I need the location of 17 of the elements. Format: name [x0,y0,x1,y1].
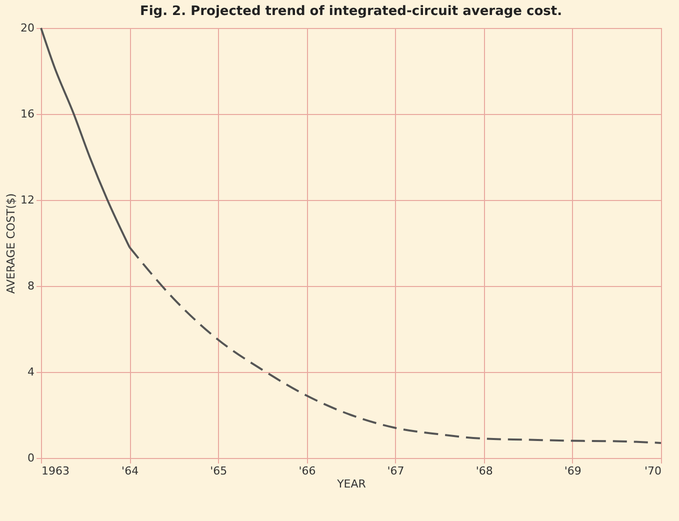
y-axis-title: AVERAGE COST($) [4,193,18,294]
x-tick-label: 1963 [42,464,70,478]
x-tick-label: '69 [564,464,582,478]
y-tick-label: 20 [20,22,34,34]
y-tick-label: 8 [28,280,34,292]
y-tick-label: 4 [28,366,34,378]
y-tick-label: 16 [20,108,34,120]
y-tick-label: 0 [28,452,34,464]
y-tick-label: 12 [20,194,34,206]
x-tick-label: '68 [476,464,493,478]
x-axis-title: YEAR [336,478,366,490]
x-tick-label: '70 [644,464,662,478]
x-tick-label: '65 [210,464,228,478]
x-tick-label: '64 [122,464,139,478]
x-tick-label: '66 [298,464,316,478]
chart-title: Fig. 2. Projected trend of integrated-circuit average cost. [140,4,562,19]
x-tick-label: '67 [387,464,404,478]
